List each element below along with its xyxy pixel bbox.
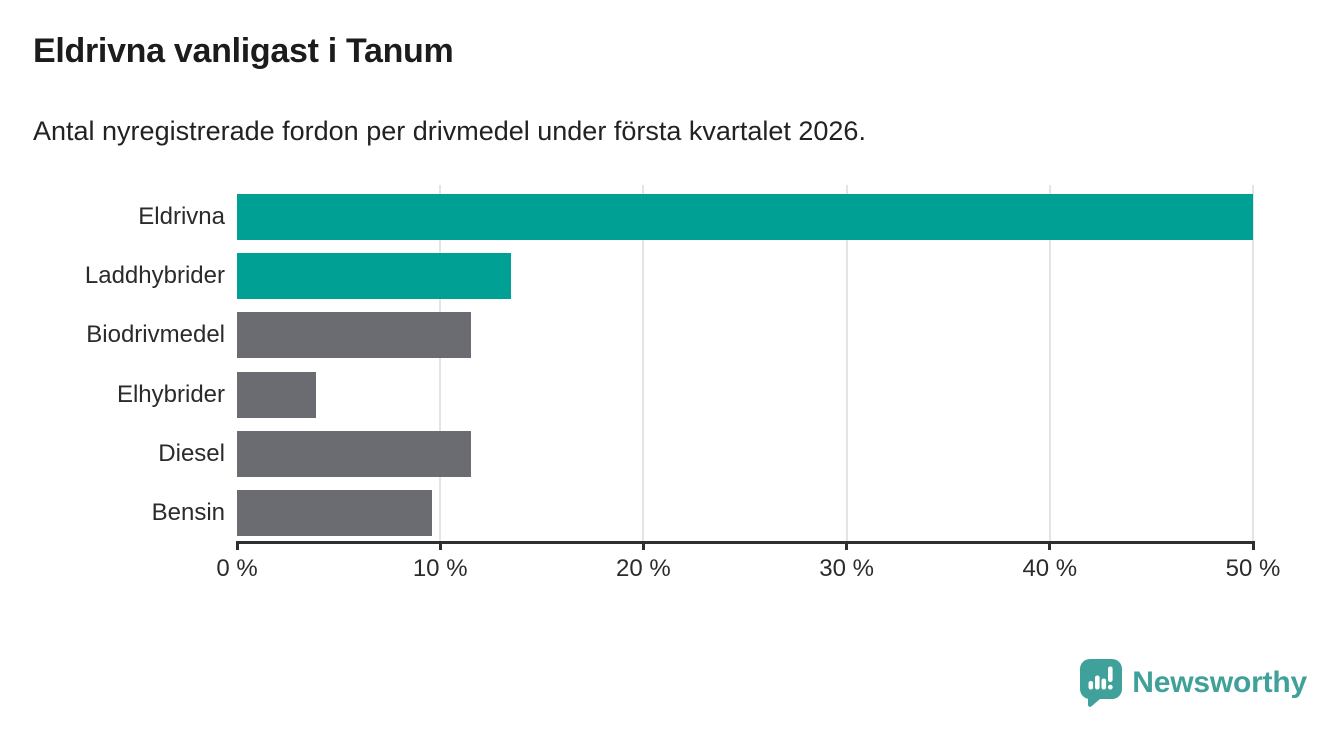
bar-elhybrider [237, 372, 317, 418]
x-axis-tick [235, 541, 239, 550]
x-tick-label: 20 % [616, 555, 671, 582]
bar-laddhybrider [237, 253, 512, 299]
x-axis-line [237, 541, 1253, 544]
category-label: Laddhybrider [84, 262, 225, 289]
x-tick-label: 40 % [1022, 555, 1078, 582]
logo-bar-2 [1095, 675, 1100, 690]
x-tick-label: 0 % [216, 555, 258, 582]
gridline [439, 185, 442, 541]
x-axis-tick [1251, 541, 1255, 550]
brand-name: Newsworthy [1132, 666, 1307, 699]
x-axis-tick [845, 541, 849, 550]
logo-exclamation-dot [1108, 684, 1113, 690]
bar-biodrivmedel [237, 312, 471, 358]
logo-bar-1 [1088, 681, 1094, 690]
chart-title: Eldrivna vanligast i Tanum [33, 32, 454, 70]
x-tick-label: 30 % [819, 555, 874, 582]
bar-bensin [237, 490, 433, 536]
bar-diesel [237, 431, 471, 477]
newsworthy-bubble-icon [1080, 659, 1123, 707]
category-label: Biodrivmedel [86, 321, 225, 348]
x-axis-tick [438, 541, 442, 550]
chart-subtitle: Antal nyregistrerade fordon per drivmede… [33, 116, 866, 146]
category-label: Bensin [151, 499, 225, 526]
gridline [642, 185, 645, 541]
gridline [1048, 185, 1051, 541]
x-axis-tick [641, 541, 645, 550]
category-label: Elhybrider [116, 381, 225, 408]
x-tick-label: 50 % [1225, 555, 1281, 582]
plot-area: 0 % 10 % 20 % 30 % 40 % 50 % Eldrivna Laddhybri… [85, 185, 1280, 582]
logo-exclamation-stem [1108, 666, 1113, 682]
newsworthy-logo: Newsworthy [1080, 659, 1307, 707]
x-tick-label: 10 % [412, 555, 468, 582]
gridline [845, 185, 848, 541]
gridline [1252, 185, 1254, 541]
category-label: Diesel [158, 440, 225, 467]
bar-eldrivna [237, 194, 1253, 240]
x-axis-tick [1048, 541, 1052, 550]
logo-bar-3 [1101, 678, 1107, 690]
category-label: Eldrivna [138, 203, 225, 230]
